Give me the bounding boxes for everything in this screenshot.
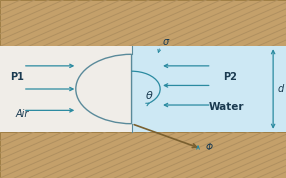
Text: Φ: Φ [205, 143, 212, 152]
Text: σ: σ [163, 37, 169, 47]
Text: P2: P2 [223, 72, 237, 82]
Bar [0, 0, 286, 46]
Wedge shape [76, 54, 132, 124]
Text: Air: Air [16, 109, 29, 119]
Bar [0, 132, 286, 178]
Text: θ: θ [145, 91, 152, 101]
Text: Water: Water [209, 102, 244, 112]
Bar [0, 46, 132, 132]
Text: P1: P1 [10, 72, 24, 82]
Bar [0, 46, 286, 132]
Text: d: d [277, 84, 284, 94]
